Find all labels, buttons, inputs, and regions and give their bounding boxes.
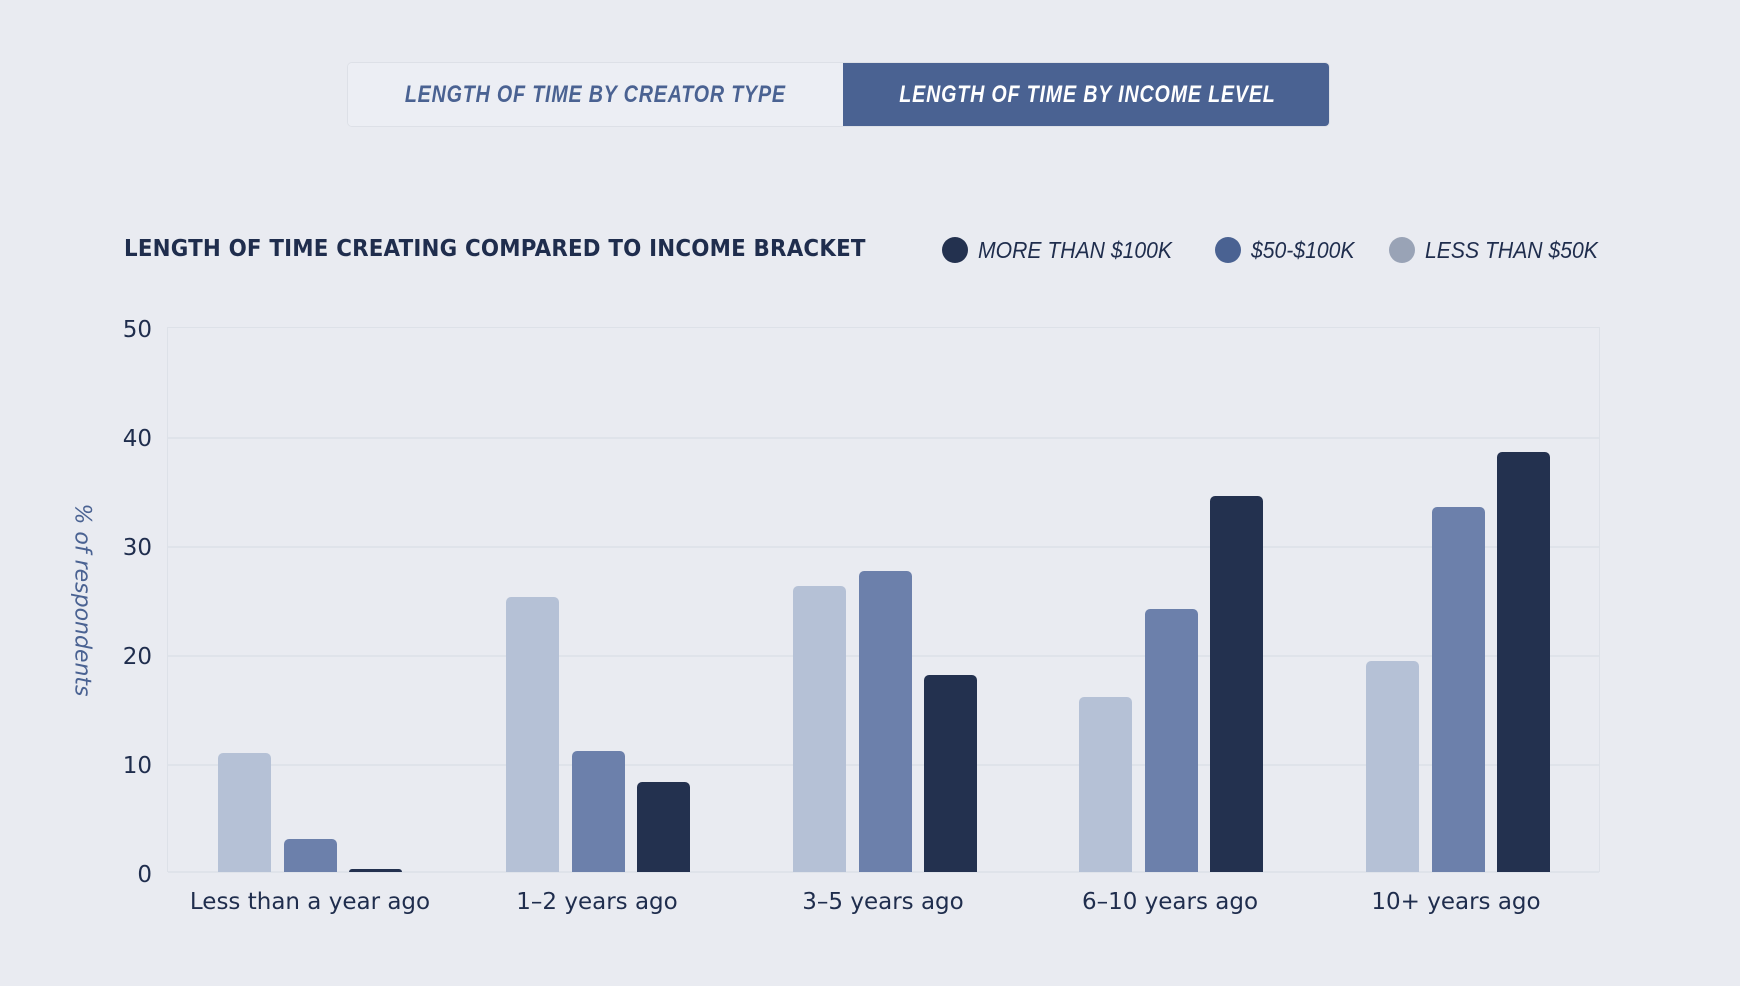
y-tick-0: 0 [137,862,152,888]
bar-more-than-100k[interactable] [349,868,402,872]
bar-group-3-5-years [793,328,977,872]
bar-50-100k[interactable] [1432,506,1485,872]
y-tick-50: 50 [122,317,152,343]
bar-group-6-10-years [1079,328,1263,872]
legend-label: MORE THAN $100K [978,236,1173,263]
bar-group-10-plus-years [1366,328,1550,872]
gridline [168,546,1599,548]
bar-more-than-100k[interactable] [1210,495,1263,872]
bar-more-than-100k[interactable] [637,781,690,872]
x-tick-label: 1–2 years ago [516,889,678,915]
bar-more-than-100k[interactable] [924,674,977,872]
bar-group-1-2-years [506,328,690,872]
y-tick-30: 30 [122,535,152,561]
tab-income-level[interactable]: LENGTH OF TIME BY INCOME LEVEL [843,63,1329,126]
bar-less-than-50k[interactable] [1366,660,1419,872]
tab-income-level-label: LENGTH OF TIME BY INCOME LEVEL [898,80,1276,108]
bar-50-100k[interactable] [859,571,912,872]
legend-dot-icon [1214,237,1241,263]
legend-item-50-100k[interactable]: $50-$100K [1214,236,1364,264]
bar-more-than-100k[interactable] [1497,452,1550,872]
bar-50-100k[interactable] [1145,609,1198,872]
y-axis-label: % of respondents [69,503,95,697]
y-tick-40: 40 [122,426,152,452]
bar-less-than-50k[interactable] [793,586,846,872]
bar-group-less-than-a-year [218,328,402,872]
gridline [168,437,1599,439]
x-tick-label: 10+ years ago [1371,889,1541,915]
x-tick-label: Less than a year ago [189,889,431,915]
y-tick-10: 10 [122,753,152,779]
legend-dot-icon [942,237,968,263]
legend-dot-icon [1389,237,1416,263]
legend-label: LESS THAN $50K [1425,236,1599,263]
bar-50-100k[interactable] [572,751,625,872]
x-axis-baseline [168,871,1599,873]
view-toggle: LENGTH OF TIME BY CREATOR TYPE LENGTH OF… [347,62,1330,127]
bar-50-100k[interactable] [284,839,337,872]
x-tick-label: 3–5 years ago [802,889,964,915]
chart-title: LENGTH OF TIME CREATING COMPARED TO INCO… [124,236,866,262]
x-tick-label: 6–10 years ago [1081,889,1259,915]
y-tick-20: 20 [122,644,152,670]
chart-legend: MORE THAN $100K $50-$100K LESS THAN $50K [942,234,1639,266]
legend-label: $50-$100K [1250,236,1355,263]
plot-area [167,327,1600,873]
legend-item-less-than-50k[interactable]: LESS THAN $50K [1389,237,1613,264]
bar-less-than-50k[interactable] [1079,696,1132,872]
tab-creator-type[interactable]: LENGTH OF TIME BY CREATOR TYPE [348,63,843,126]
legend-item-more-than-100k[interactable]: MORE THAN $100K [942,237,1189,264]
bar-less-than-50k[interactable] [506,597,559,872]
tab-creator-type-label: LENGTH OF TIME BY CREATOR TYPE [404,80,787,108]
bar-less-than-50k[interactable] [218,753,271,872]
